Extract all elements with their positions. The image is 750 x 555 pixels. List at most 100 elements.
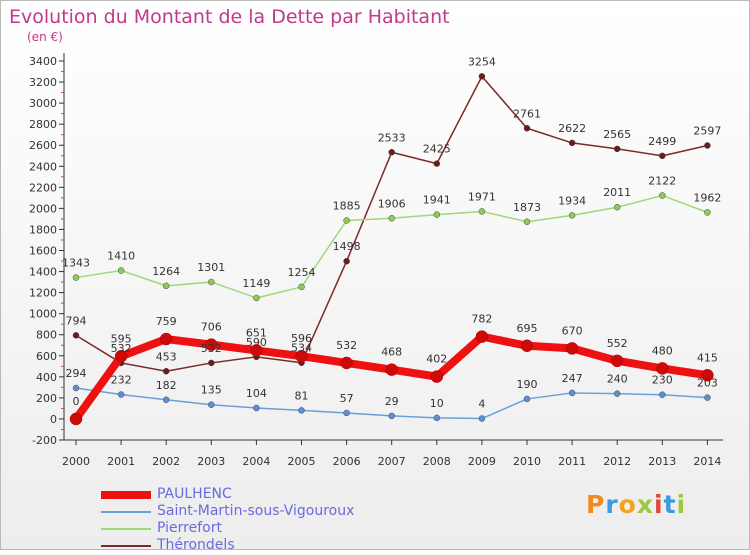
data-label: 190 [517,378,538,391]
data-point [565,342,579,355]
x-tick-label: 2009 [468,455,496,468]
data-label: 2425 [423,143,451,156]
data-label: 1301 [197,261,225,274]
data-label: 415 [697,351,718,364]
data-label: 182 [156,379,177,392]
data-point [704,394,711,401]
data-point [298,283,305,291]
series-lines [69,73,714,426]
data-label: 453 [156,350,177,363]
legend-label: PAULHENC [157,486,232,502]
logo-letter: i [654,490,664,519]
data-point [69,412,83,426]
data-label: 532 [336,339,357,352]
data-label: 1971 [468,190,496,203]
data-label: 230 [652,374,673,387]
logo-letter: r [605,490,619,519]
data-label: 595 [111,332,132,345]
x-tick-label: 2000 [62,455,90,468]
legend-label: Saint-Martin-sous-Vigouroux [157,503,355,519]
data-label: 480 [652,344,673,357]
data-label: 706 [201,321,222,334]
data-point [523,218,531,226]
data-point [253,294,260,302]
data-label: 2622 [558,122,586,135]
data-point [478,73,486,80]
data-point [159,332,173,346]
y-tick-label: 600 [36,350,57,363]
x-tick-label: 2014 [693,455,721,468]
data-label: 1885 [333,199,361,212]
data-label: 104 [246,387,267,400]
data-point [659,391,666,398]
logo-letter: P [586,490,606,519]
data-point [253,404,260,412]
data-point [208,359,215,367]
data-label: 552 [607,337,628,350]
y-tick-label: 3400 [29,55,57,68]
data-label: 670 [562,324,583,337]
data-label: 590 [246,336,267,349]
data-point [295,349,308,363]
legend-swatch [101,511,151,513]
data-point [72,274,80,281]
data-point [568,389,576,397]
x-tick-label: 2010 [513,455,541,468]
y-tick-label: 2400 [29,160,57,173]
data-label: 2565 [603,128,631,141]
data-label: 596 [291,332,312,345]
data-point [114,350,128,363]
unit-label: (en €) [27,30,63,44]
data-point [117,391,125,398]
y-tick-label: -200 [32,434,57,447]
y-tick-label: 1600 [29,245,57,258]
x-tick-label: 2007 [378,455,406,468]
x-tick-label: 2003 [197,455,225,468]
data-labels: 0 595 759 706 651 596 532 468 402 782 695 670 552 480… [62,55,721,410]
y-tick-label: 1800 [29,223,57,236]
x-tick-label: 2006 [333,455,361,468]
data-label: 782 [471,313,492,326]
y-tick-label: 3200 [29,76,57,89]
data-label: 247 [562,372,583,385]
data-point [433,211,441,218]
data-label: 532 [111,342,132,355]
data-point [72,332,80,339]
legend-swatch [101,545,151,547]
data-point [388,149,395,156]
data-label: 2011 [603,186,631,199]
y-tick-label: 2200 [29,181,57,194]
data-point [343,257,350,265]
x-tick-label: 2002 [152,455,180,468]
y-tick-label: 200 [36,392,57,405]
chart-title: Evolution du Montant de la Dette par Hab… [9,6,450,28]
data-label: 3254 [468,55,496,68]
data-point [613,145,621,153]
data-label: 1343 [62,257,90,270]
data-point [208,278,215,286]
logo-letter: x [636,490,654,519]
data-point [343,409,350,417]
y-tick-label: 3000 [29,97,57,110]
x-tick-label: 2005 [288,455,316,468]
axes: -200 0 200 400 600 800 1000 1200 1400 1600 1800 200… [29,53,723,468]
x-tick-label: 2012 [603,455,631,468]
data-point [659,192,666,199]
data-label: 1906 [378,197,406,210]
data-point [343,217,350,224]
logo-letter: o [618,490,637,519]
data-point [478,415,486,422]
data-label: 1149 [242,277,270,290]
y-tick-label: 2000 [29,202,57,215]
data-point [72,384,80,392]
data-point [478,208,486,215]
data-point [340,356,353,370]
data-label: 4 [478,398,485,411]
data-label: 240 [607,373,628,386]
data-point [430,370,444,383]
data-point [659,152,666,160]
data-point [250,344,263,357]
data-point [613,390,621,397]
